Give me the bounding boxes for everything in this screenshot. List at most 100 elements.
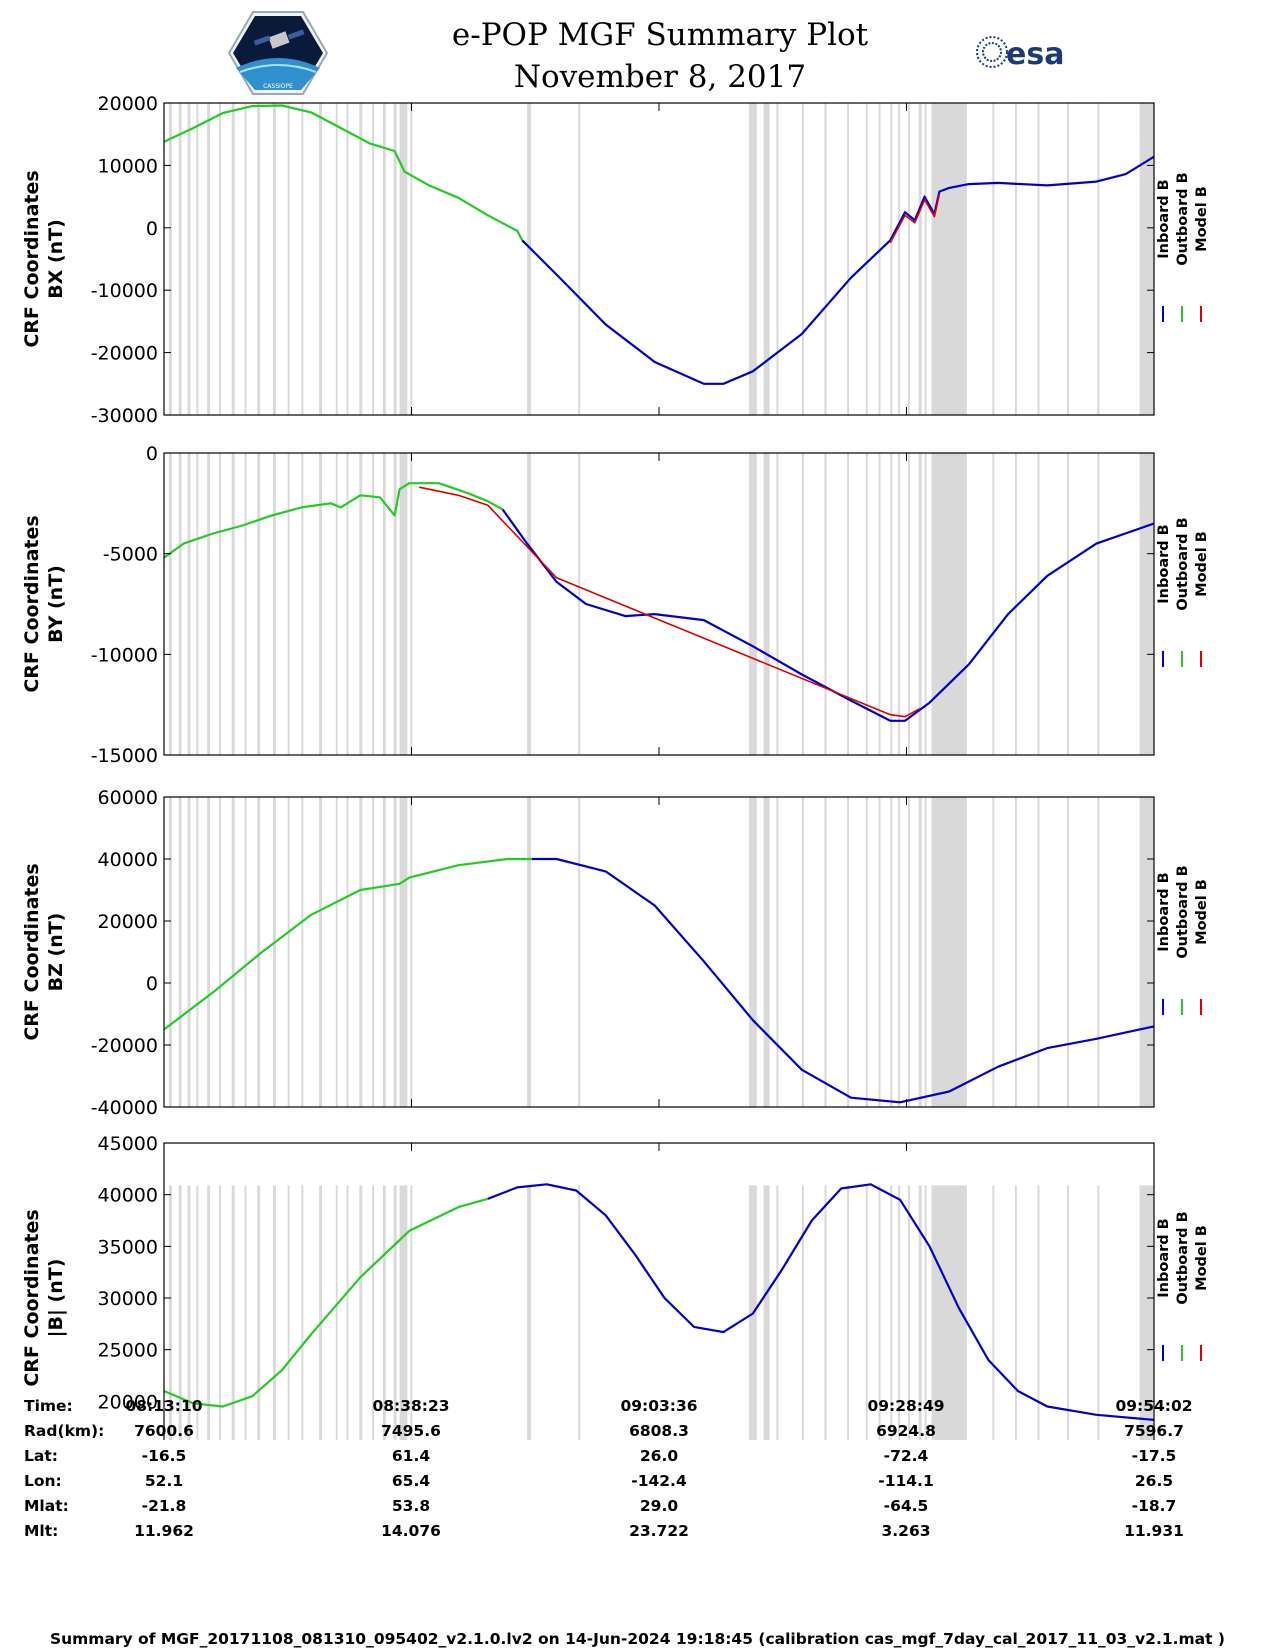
legend-label: Model B <box>1194 531 1210 597</box>
legend-label: Inboard B <box>1156 524 1172 603</box>
y-tick-label: -20000 <box>91 1035 158 1057</box>
info-value: 7600.6 <box>134 1422 194 1440</box>
data-gap-band <box>763 797 770 1107</box>
data-gap-band <box>924 1185 927 1440</box>
data-gap-band <box>335 103 338 415</box>
data-gap-band <box>824 797 827 1107</box>
data-gap-band <box>890 797 893 1107</box>
info-value: 23.722 <box>629 1522 689 1540</box>
legend-label: Inboard B <box>1156 872 1172 951</box>
data-gap-band <box>1037 453 1040 755</box>
data-gap-band <box>393 453 397 755</box>
data-gap-band <box>410 797 413 1107</box>
data-gap-band <box>931 103 967 415</box>
data-gap-band <box>399 797 408 1107</box>
series-line-inboard-b <box>501 508 1155 722</box>
info-value: 6808.3 <box>629 1422 689 1440</box>
panel-1: 20000 10000 0 -10000 -20000 -30000 CRF Coordin… <box>21 93 1210 427</box>
data-gap-band <box>257 103 261 415</box>
data-gap-band <box>878 797 881 1107</box>
data-gap-band <box>898 797 901 1107</box>
data-gap-band <box>1097 103 1100 415</box>
data-gap-band <box>244 453 247 755</box>
data-gap-band <box>168 103 172 415</box>
y-tick-label: 35000 <box>98 1236 158 1258</box>
y-tick-label: 10000 <box>98 155 158 177</box>
info-value: -72.4 <box>883 1447 929 1465</box>
data-gap-band <box>1037 797 1040 1107</box>
info-value: -64.5 <box>883 1497 929 1515</box>
data-gap-band <box>287 1185 290 1440</box>
data-gap-band <box>748 797 757 1107</box>
data-gap-band <box>196 453 199 755</box>
info-value: -17.5 <box>1131 1447 1177 1465</box>
data-gap-band <box>918 797 922 1107</box>
data-gap-band <box>346 1185 349 1440</box>
y-axis-label: CRF Coordinates BZ (nT) <box>21 863 67 1040</box>
data-gap-band <box>878 103 881 415</box>
y-tick-label: 25000 <box>98 1340 158 1362</box>
y-axis-label: CRF Coordinates |B| (nT) <box>21 1209 67 1386</box>
legend-label: Model B <box>1194 1225 1210 1291</box>
info-value: 52.1 <box>144 1472 184 1490</box>
data-gap-band <box>346 453 349 755</box>
data-gap-band <box>847 797 850 1107</box>
y-tick-label: 20000 <box>98 911 158 933</box>
data-gap-band <box>231 453 235 755</box>
info-label-lon: Lon: <box>24 1472 62 1490</box>
data-gap-band <box>319 453 323 755</box>
y-tick-label: 45000 <box>98 1133 158 1155</box>
data-gap-band <box>1139 797 1154 1107</box>
y-tick-label: 0 <box>146 218 158 240</box>
info-value: 7596.7 <box>1124 1422 1184 1440</box>
info-value: -21.8 <box>141 1497 187 1515</box>
data-gap-band <box>865 1185 868 1440</box>
y-tick-label: 20000 <box>98 93 158 115</box>
data-gap-band <box>763 1185 770 1440</box>
data-gap-band <box>918 1185 922 1440</box>
data-gap-band <box>890 453 893 755</box>
data-gap-band <box>218 453 221 755</box>
data-gap-band <box>918 103 922 415</box>
data-gap-band <box>399 1185 408 1440</box>
data-gap-band <box>382 1185 386 1440</box>
data-gap-band <box>319 1185 323 1440</box>
series-line-outboard-b <box>163 482 504 559</box>
y-axis-label: CRF Coordinates BY (nT) <box>21 515 67 692</box>
data-gap-band <box>918 453 922 755</box>
series-line-outboard-b <box>163 104 524 241</box>
info-value: 09:54:02 <box>1115 1397 1193 1415</box>
info-value: 61.4 <box>391 1447 431 1465</box>
data-gap-band <box>301 103 304 415</box>
data-gap-band <box>168 797 172 1107</box>
series-line-inboard-b <box>521 155 1155 385</box>
y-tick-label: 0 <box>146 973 158 995</box>
y-tick-label: -40000 <box>91 1097 158 1119</box>
data-gap-band <box>346 103 349 415</box>
y-axis-label-line-2: BY (nT) <box>45 565 67 643</box>
data-gap-band <box>372 453 375 755</box>
data-gap-band <box>1139 103 1154 415</box>
y-axis-label: CRF Coordinates BX (nT) <box>21 170 67 347</box>
data-gap-band <box>335 797 338 1107</box>
data-gap-band <box>393 1185 397 1440</box>
data-gap-band <box>890 1185 893 1440</box>
data-gap-band <box>527 103 532 415</box>
axes-frame <box>163 452 1155 756</box>
info-value: 6924.8 <box>876 1422 936 1440</box>
data-gap-band <box>1014 453 1017 755</box>
data-gap-band <box>359 797 363 1107</box>
data-gap-band <box>335 1185 338 1440</box>
data-gap-band <box>992 1185 995 1440</box>
data-gap-band <box>1037 103 1040 415</box>
data-gap-band <box>847 103 850 415</box>
data-gap-band <box>527 797 532 1107</box>
legend-label: Model B <box>1194 186 1210 252</box>
data-gap-band <box>257 1185 261 1440</box>
y-axis-label-line-2: BX (nT) <box>45 219 67 299</box>
data-gap-band <box>393 103 397 415</box>
data-gap-band <box>410 103 413 415</box>
data-gap-band <box>207 797 211 1107</box>
data-gap-band <box>907 453 910 755</box>
data-gap-band <box>372 1185 375 1440</box>
